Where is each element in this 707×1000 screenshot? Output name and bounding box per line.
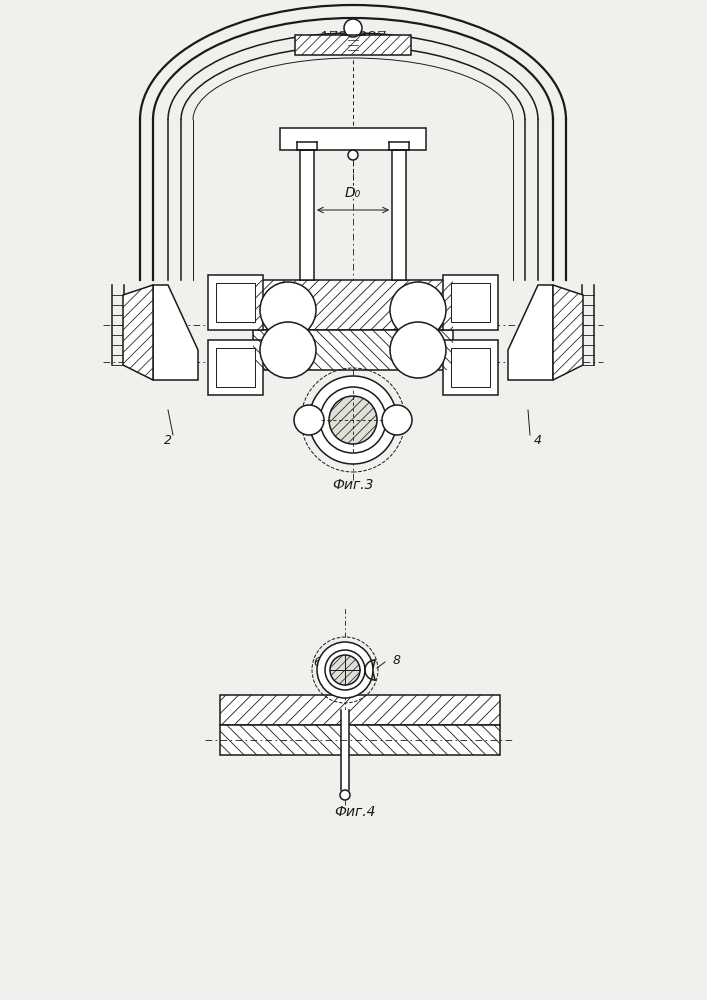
Circle shape <box>329 396 377 444</box>
Text: 2: 2 <box>164 434 172 446</box>
Text: D₀: D₀ <box>345 186 361 200</box>
Circle shape <box>317 642 373 698</box>
Polygon shape <box>216 283 255 322</box>
Polygon shape <box>208 275 263 330</box>
Polygon shape <box>443 275 498 330</box>
Text: Фиг.3: Фиг.3 <box>332 478 374 492</box>
Circle shape <box>309 376 397 464</box>
Text: Фиг.4: Фиг.4 <box>334 805 375 819</box>
Polygon shape <box>123 285 153 380</box>
Text: 6: 6 <box>313 656 321 668</box>
Polygon shape <box>341 710 349 790</box>
Polygon shape <box>208 340 263 395</box>
Circle shape <box>260 282 316 338</box>
Polygon shape <box>280 128 426 150</box>
Circle shape <box>382 405 412 435</box>
Polygon shape <box>443 340 498 395</box>
Polygon shape <box>508 285 553 380</box>
Polygon shape <box>451 283 490 322</box>
Circle shape <box>390 322 446 378</box>
Polygon shape <box>253 280 453 330</box>
Polygon shape <box>153 285 198 380</box>
Circle shape <box>348 150 358 160</box>
Polygon shape <box>220 695 500 725</box>
Circle shape <box>320 387 386 453</box>
Circle shape <box>330 655 360 685</box>
Text: 1730397: 1730397 <box>319 31 387 45</box>
Polygon shape <box>300 150 314 280</box>
Text: 7: 7 <box>266 706 274 720</box>
Circle shape <box>344 19 362 37</box>
Polygon shape <box>451 348 490 387</box>
Text: 8: 8 <box>393 654 401 666</box>
Polygon shape <box>216 348 255 387</box>
Circle shape <box>260 322 316 378</box>
Circle shape <box>325 650 365 690</box>
Text: 4: 4 <box>534 434 542 446</box>
Circle shape <box>390 282 446 338</box>
Circle shape <box>340 790 350 800</box>
Circle shape <box>294 405 324 435</box>
Polygon shape <box>220 725 500 755</box>
Polygon shape <box>295 35 411 55</box>
Polygon shape <box>392 150 406 280</box>
Polygon shape <box>553 285 583 380</box>
Polygon shape <box>253 330 453 370</box>
